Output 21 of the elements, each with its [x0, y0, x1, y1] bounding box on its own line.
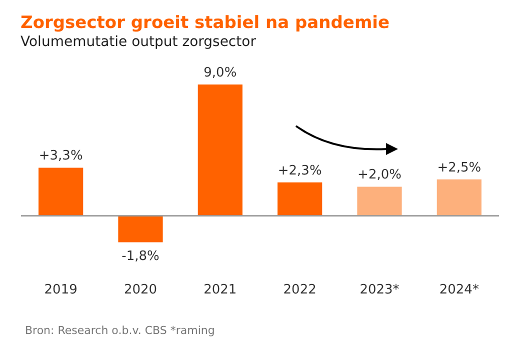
text: Bron: Research o.b.v. CBS *raming — [25, 324, 215, 337]
x-tick-label: 2020 — [124, 282, 158, 298]
data-label: +3,3% — [38, 148, 83, 164]
x-tick-label: 2021 — [204, 282, 237, 298]
data-label: 9,0% — [204, 66, 237, 80]
bar — [436, 179, 482, 216]
data-label: +2,3% — [278, 163, 322, 178]
data-label: +2,5% — [437, 160, 482, 176]
bar — [357, 186, 402, 216]
chart-title: Zorgsector groeit stabiel na pandemie — [20, 13, 390, 33]
bar — [38, 168, 84, 216]
x-tick-label: 2023* — [360, 282, 400, 298]
data-label: -1,8% — [122, 249, 160, 264]
x-tick-label: 2022 — [283, 282, 316, 298]
x-tick-label: 2024* — [439, 282, 480, 298]
chart-subtitle: Volumemutatie output zorgsector — [20, 34, 256, 50]
bar — [198, 84, 242, 216]
x-tick-label: 2019 — [44, 282, 78, 298]
bar — [278, 182, 322, 216]
bar — [118, 216, 163, 242]
data-label: +2,0% — [358, 168, 402, 183]
